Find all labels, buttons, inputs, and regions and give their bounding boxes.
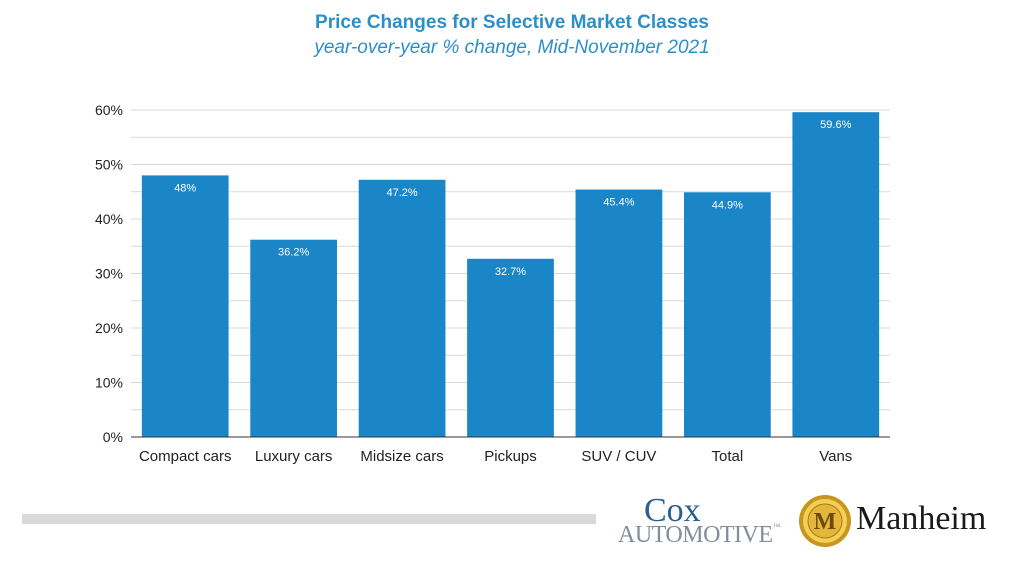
x-tick-label: Vans <box>819 448 852 465</box>
y-tick-label: 60% <box>95 102 123 118</box>
x-tick-label: Midsize cars <box>360 448 443 465</box>
cox-automotive-logo: Cox AUTOMOTIVE™ <box>614 492 784 552</box>
data-label: 32.7% <box>495 266 526 278</box>
manheim-emblem-letter: M <box>814 509 837 535</box>
bar <box>575 189 663 437</box>
data-label: 45.4% <box>603 197 634 209</box>
manheim-emblem-icon: M <box>799 495 851 547</box>
x-tick-label: Luxury cars <box>255 448 333 465</box>
cox-logo-text: Cox <box>644 492 701 529</box>
data-label: 59.6% <box>820 119 851 131</box>
automotive-logo-text: AUTOMOTIVE™ <box>618 522 780 548</box>
data-label: 36.2% <box>278 247 309 259</box>
data-label: 48% <box>174 182 196 194</box>
x-tick-label: SUV / CUV <box>581 448 656 465</box>
bar-chart: 0% 10% 20% 30% 40% 50% 60% 48% Compact cars 36.2%… <box>95 102 890 465</box>
y-tick-label: 0% <box>103 429 123 445</box>
chart-subtitle: year-over-year % change, Mid-November 20… <box>314 37 710 58</box>
footer-divider <box>22 514 596 524</box>
bar <box>250 239 338 437</box>
x-tick-label: Compact cars <box>139 448 232 465</box>
bar <box>467 258 554 437</box>
bar <box>141 175 229 437</box>
data-label: 47.2% <box>386 187 417 199</box>
y-tick-label: 40% <box>95 211 123 227</box>
y-tick-label: 20% <box>95 320 123 336</box>
bar <box>358 179 446 437</box>
data-label: 44.9% <box>712 199 743 211</box>
x-tick-label: Total <box>712 448 744 465</box>
y-tick-label: 50% <box>95 157 123 173</box>
manheim-logo-text: Manheim <box>856 500 987 537</box>
bar <box>683 192 771 437</box>
y-tick-label: 10% <box>95 375 123 391</box>
bar <box>792 112 880 438</box>
y-tick-label: 30% <box>95 266 123 282</box>
chart-title: Price Changes for Selective Market Class… <box>315 12 709 33</box>
x-tick-label: Pickups <box>484 448 537 465</box>
manheim-logo: M Manheim <box>798 494 1008 550</box>
